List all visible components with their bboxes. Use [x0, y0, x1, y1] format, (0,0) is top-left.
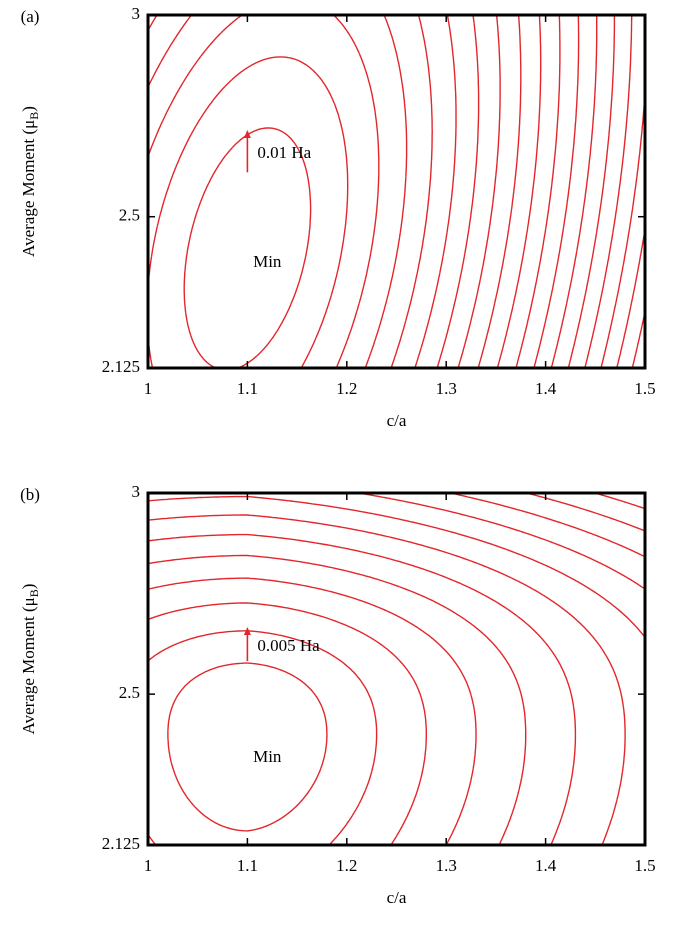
x-tick-label: 1.3 — [436, 379, 457, 398]
x-tick-label: 1.5 — [634, 856, 655, 875]
panel-label: (a) — [21, 7, 40, 26]
y-axis-label-part: Average Moment (μ — [19, 597, 38, 734]
contour-line — [147, 495, 646, 638]
x-tick-label: 1.1 — [237, 379, 258, 398]
arrow-head — [243, 626, 251, 635]
plot-frame — [146, 491, 647, 847]
contour-line — [550, 15, 598, 369]
x-axis-label: c/a — [387, 888, 407, 907]
y-tick-label: 3 — [132, 482, 141, 501]
y-axis-label-part: Average Moment (μ — [19, 120, 38, 257]
x-axis-label: c/a — [387, 411, 407, 430]
contour-line — [616, 229, 646, 369]
plot-frame — [146, 13, 647, 370]
contour-line — [147, 577, 477, 846]
contour-line — [457, 14, 501, 369]
x-tick-label: 1 — [144, 379, 153, 398]
annotation-label: Min — [253, 747, 282, 766]
x-tick-label: 1.5 — [634, 379, 655, 398]
contour-line — [515, 14, 561, 369]
x-tick-label: 1 — [144, 856, 153, 875]
panel: 1 1.1 1.2 1.3 1.4 1.5 2.125 2.5 3 (a) c/a Average M… — [19, 4, 656, 430]
y-tick-label: 2.125 — [102, 834, 140, 853]
contour-line — [414, 14, 457, 369]
y-axis-label-part: ) — [19, 584, 38, 590]
contour-line — [147, 554, 527, 846]
contour-line — [147, 630, 378, 846]
x-tick-label: 1.4 — [535, 379, 557, 398]
contour-line — [147, 14, 408, 369]
x-tick-label: 1.4 — [535, 856, 557, 875]
y-tick-label: 2.5 — [119, 683, 140, 702]
x-tick-label: 1.3 — [436, 856, 457, 875]
y-tick-label: 3 — [132, 4, 141, 23]
y-tick-label: 2.125 — [102, 357, 140, 376]
arrow-head — [243, 129, 251, 138]
panel-label: (b) — [20, 485, 40, 504]
y-tick-label: 2.5 — [119, 206, 140, 225]
y-axis-label-part: ) — [19, 106, 38, 112]
contour-line — [147, 14, 380, 369]
x-tick-label: 1.1 — [237, 856, 258, 875]
y-axis-label-part: B — [27, 112, 41, 120]
contour-line — [167, 662, 328, 832]
contour-line — [358, 492, 646, 590]
x-tick-label: 1.2 — [336, 856, 357, 875]
contour-line — [147, 514, 626, 846]
contour-line — [496, 14, 542, 369]
contour-line — [600, 94, 646, 369]
contour-line — [147, 14, 433, 369]
contour-line — [594, 492, 646, 510]
contour-line — [567, 15, 616, 369]
x-tick-label: 1.2 — [336, 379, 357, 398]
annotation-label: 0.01 Ha — [257, 143, 311, 162]
panel: 1 1.1 1.2 1.3 1.4 1.5 2.125 2.5 3 (b) c/a Average M… — [19, 482, 656, 907]
contour-line — [584, 15, 633, 369]
contour-line — [147, 533, 577, 846]
contour-line — [147, 56, 349, 369]
contour-line — [526, 492, 646, 532]
annotation-label: 0.005 Ha — [257, 636, 320, 655]
contour-line — [631, 311, 646, 369]
y-axis-label: Average Moment (μB) — [19, 106, 41, 257]
annotation-label: Min — [253, 252, 282, 271]
contour-line — [450, 492, 646, 558]
y-axis-label: Average Moment (μB) — [19, 584, 41, 735]
y-axis-label-part: B — [27, 589, 41, 597]
